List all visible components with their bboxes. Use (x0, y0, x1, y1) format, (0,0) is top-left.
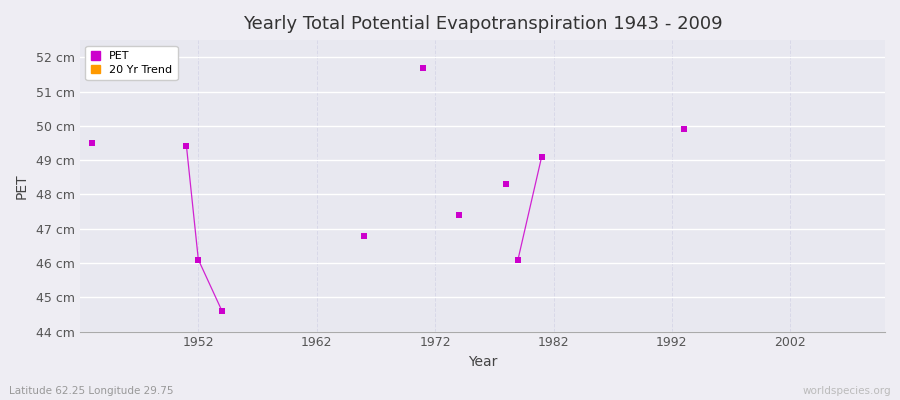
X-axis label: Year: Year (468, 355, 497, 369)
Point (511, 256, 526, 263)
Title: Yearly Total Potential Evapotranspiration 1943 - 2009: Yearly Total Potential Evapotranspiratio… (243, 15, 723, 33)
Legend: PET, 20 Yr Trend: PET, 20 Yr Trend (86, 46, 177, 80)
Point (499, 181, 513, 187)
Point (191, 256, 205, 263)
Point (416, 64, 430, 71)
Point (215, 308, 230, 314)
Text: Latitude 62.25 Longitude 29.75: Latitude 62.25 Longitude 29.75 (9, 386, 174, 396)
Point (452, 212, 466, 218)
Point (85, 140, 99, 146)
Point (357, 232, 372, 239)
Y-axis label: PET: PET (15, 173, 29, 199)
Point (535, 154, 549, 160)
Point (677, 126, 691, 132)
Point (179, 143, 194, 150)
Text: worldspecies.org: worldspecies.org (803, 386, 891, 396)
